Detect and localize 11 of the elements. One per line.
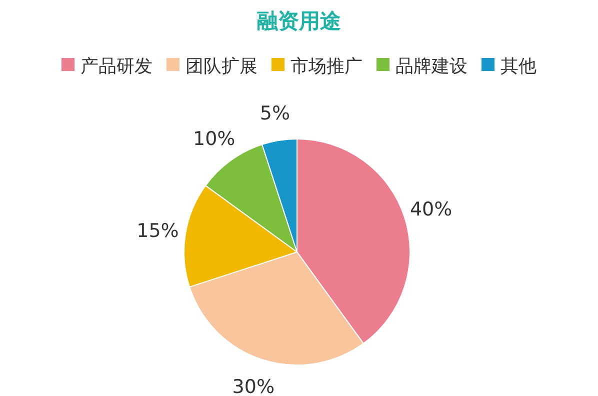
legend-label: 团队扩展: [186, 56, 258, 77]
legend-label: 品牌建设: [396, 56, 468, 77]
legend-label: 其他: [500, 56, 536, 77]
data-label: 5%: [260, 102, 290, 125]
chart-title: 融资用途: [257, 9, 341, 33]
data-label: 10%: [193, 128, 236, 150]
legend-label: 市场推广: [290, 56, 362, 77]
data-label: 30%: [232, 376, 275, 396]
data-label: 15%: [136, 220, 179, 242]
legend-label: 产品研发: [80, 56, 152, 77]
data-label: 40%: [410, 198, 452, 220]
